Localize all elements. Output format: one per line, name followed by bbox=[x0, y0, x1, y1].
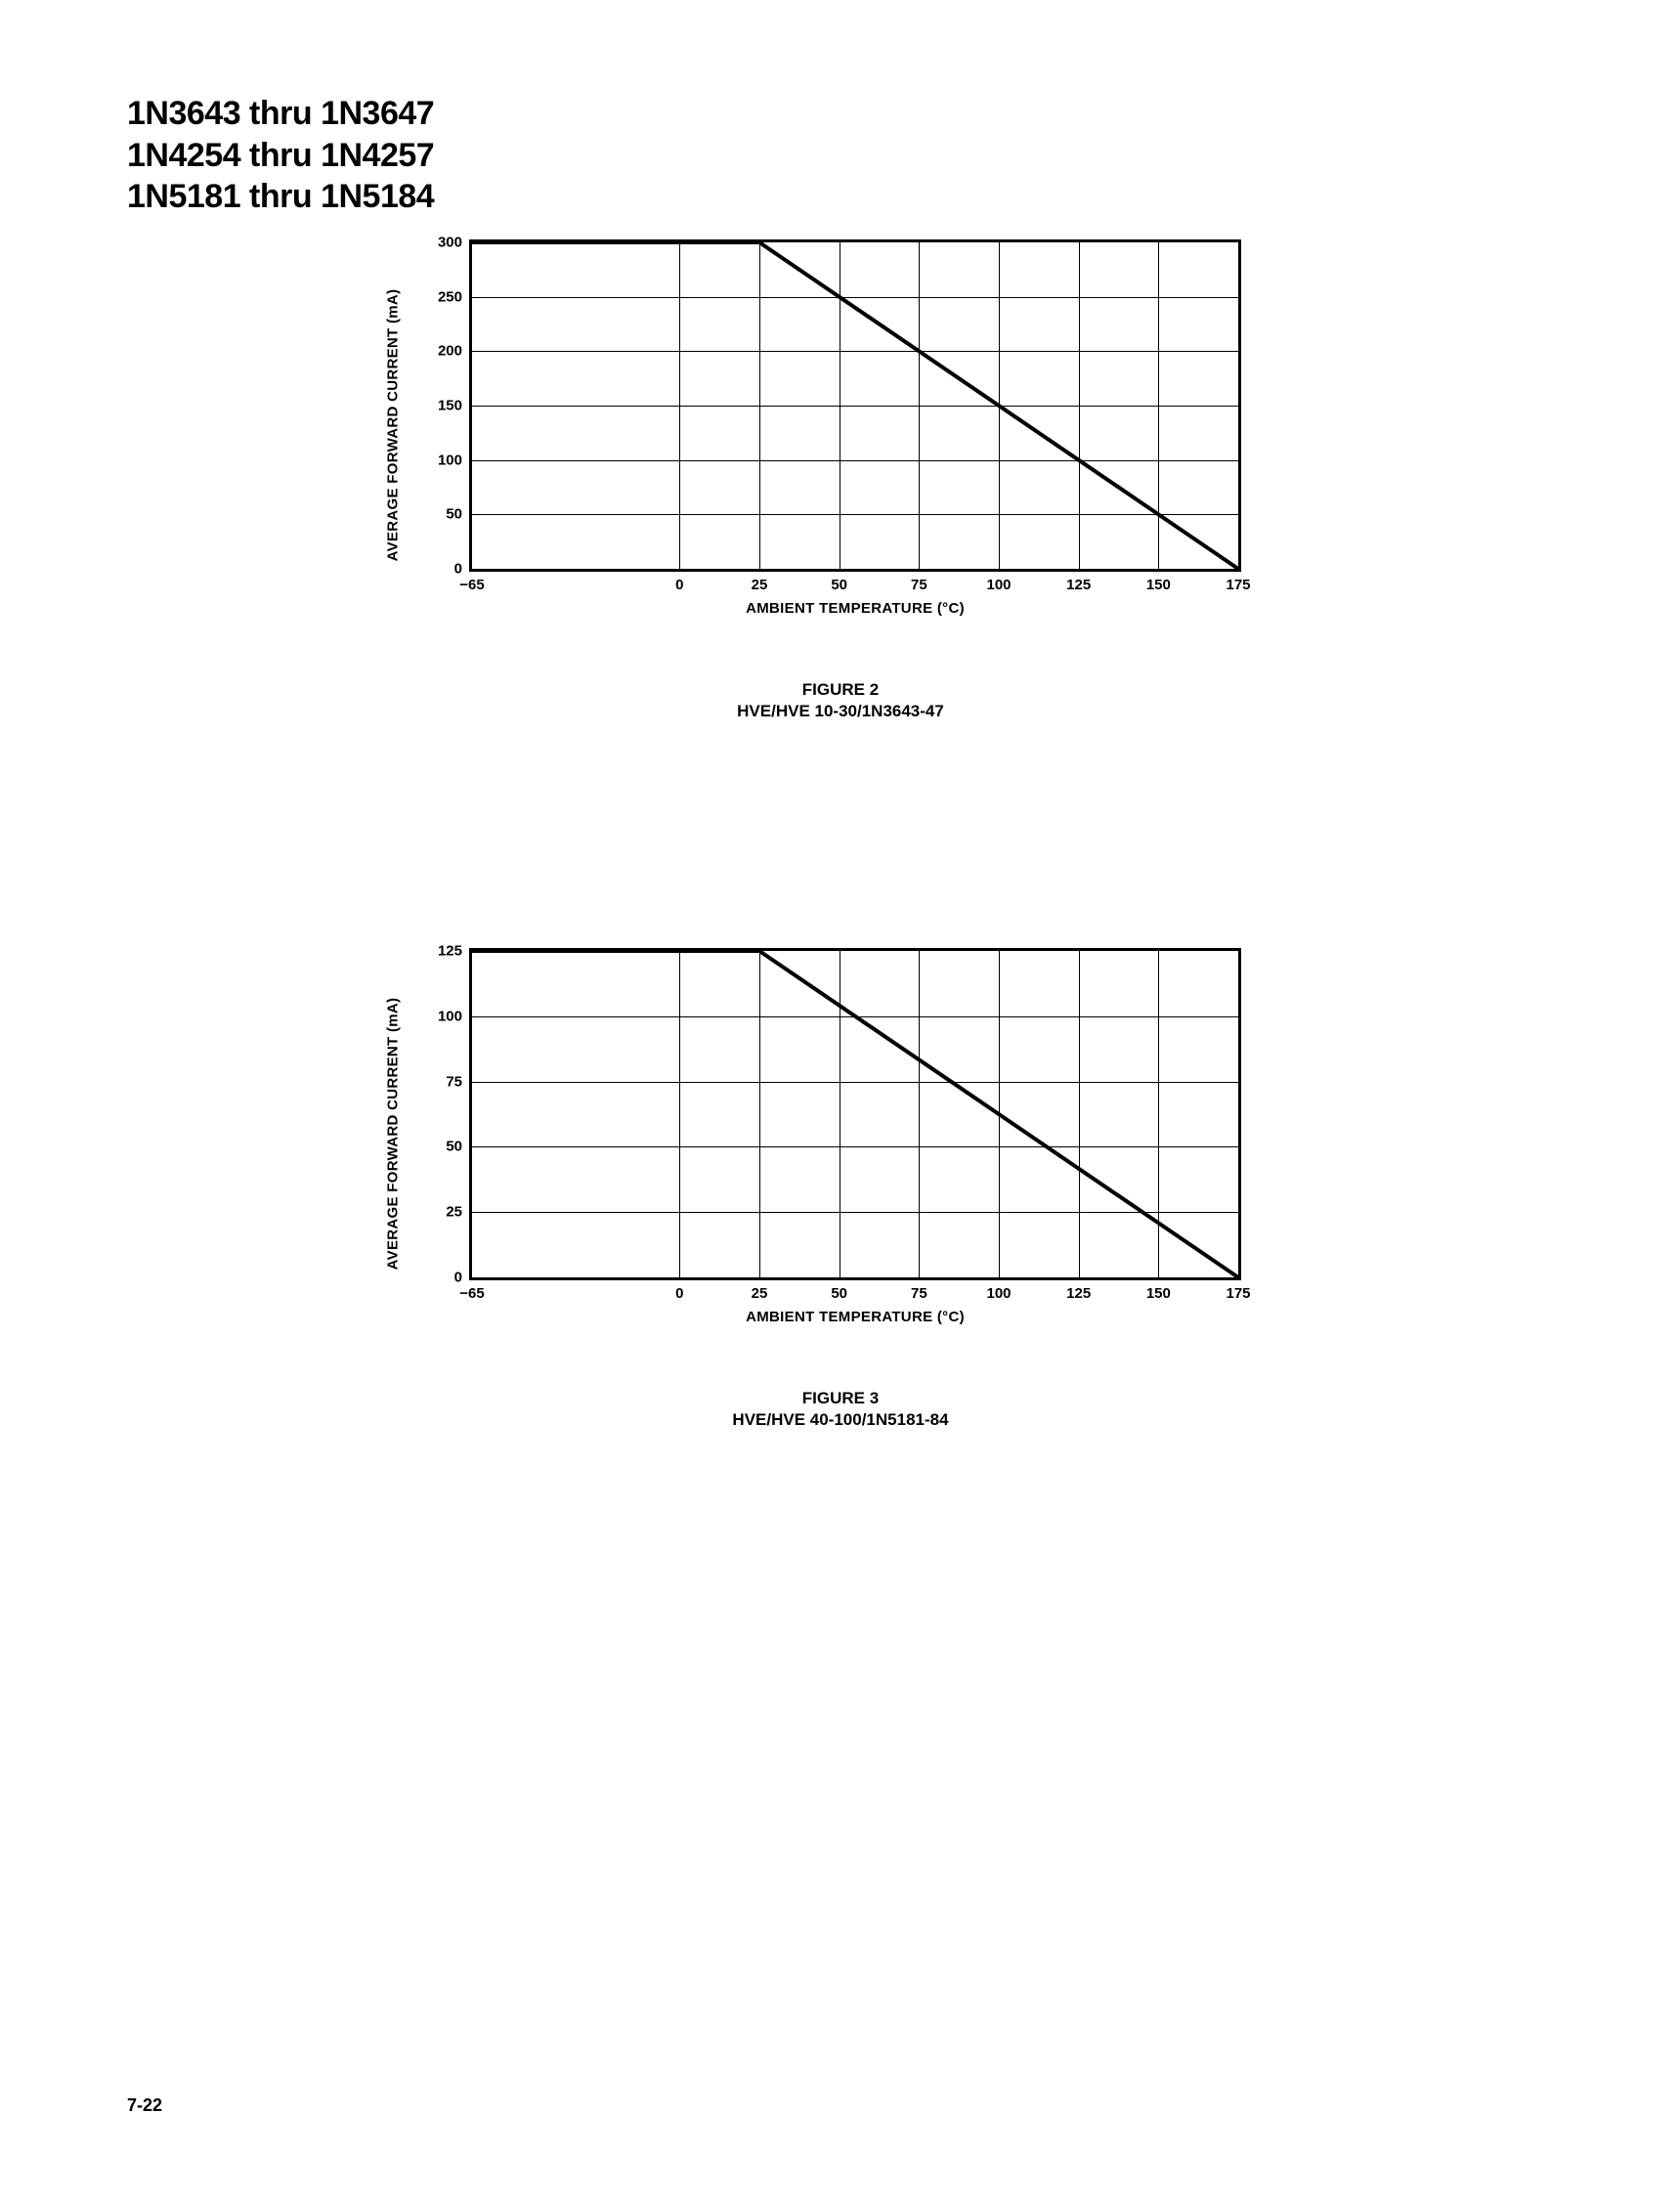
ytick-label: 150 bbox=[438, 398, 462, 414]
chart-1-xlabel: AMBIENT TEMPERATURE (°C) bbox=[746, 600, 965, 617]
grid-line bbox=[472, 514, 1238, 515]
data-line bbox=[472, 240, 759, 244]
ytick-label: 200 bbox=[438, 343, 462, 360]
ytick-label: 25 bbox=[446, 1204, 462, 1221]
ytick-label: 300 bbox=[438, 235, 462, 251]
ytick-label: 50 bbox=[446, 1139, 462, 1155]
grid-line bbox=[1079, 951, 1080, 1277]
ytick-label: 125 bbox=[438, 943, 462, 960]
chart-1-caption-line2: HVE/HVE 10-30/1N3643-47 bbox=[410, 701, 1271, 722]
xtick-label: 100 bbox=[986, 1285, 1011, 1302]
chart-2-wrap: AVERAGE FORWARD CURRENT (mA) AMBIENT TEM… bbox=[410, 948, 1271, 1319]
grid-line bbox=[679, 951, 680, 1277]
chart-1-ylabel: AVERAGE FORWARD CURRENT (mA) bbox=[385, 289, 402, 562]
grid-line bbox=[472, 297, 1238, 298]
xtick-label: 0 bbox=[675, 1285, 683, 1302]
grid-line bbox=[472, 406, 1238, 407]
xtick-label: 175 bbox=[1226, 577, 1250, 593]
ytick-label: 0 bbox=[454, 1270, 462, 1286]
chart-2-plot: AMBIENT TEMPERATURE (°C) −65025507510012… bbox=[469, 948, 1241, 1280]
chart-1-caption: FIGURE 2 HVE/HVE 10-30/1N3643-47 bbox=[410, 679, 1271, 722]
xtick-label: −65 bbox=[459, 577, 484, 593]
grid-line bbox=[472, 460, 1238, 461]
chart-2-ylabel: AVERAGE FORWARD CURRENT (mA) bbox=[385, 998, 402, 1271]
grid-line bbox=[472, 1212, 1238, 1213]
xtick-label: 125 bbox=[1066, 1285, 1091, 1302]
grid-line bbox=[1158, 951, 1159, 1277]
xtick-label: 175 bbox=[1226, 1285, 1250, 1302]
xtick-label: 125 bbox=[1066, 577, 1091, 593]
header-line-3: 1N5181 thru 1N5184 bbox=[127, 176, 434, 218]
xtick-label: 100 bbox=[986, 577, 1011, 593]
chart-1-plot: AMBIENT TEMPERATURE (°C) −65025507510012… bbox=[469, 239, 1241, 572]
chart-2-caption-line2: HVE/HVE 40-100/1N5181-84 bbox=[410, 1409, 1271, 1431]
chart-2-caption-line1: FIGURE 3 bbox=[410, 1388, 1271, 1409]
grid-line bbox=[472, 351, 1238, 352]
header-line-2: 1N4254 thru 1N4257 bbox=[127, 135, 434, 177]
xtick-label: 75 bbox=[911, 1285, 927, 1302]
xtick-label: 50 bbox=[831, 1285, 847, 1302]
xtick-label: 50 bbox=[831, 577, 847, 593]
data-line bbox=[472, 949, 759, 953]
page-number: 7-22 bbox=[127, 2095, 162, 2116]
ytick-label: 75 bbox=[446, 1073, 462, 1090]
xtick-label: 75 bbox=[911, 577, 927, 593]
xtick-label: 150 bbox=[1146, 577, 1171, 593]
chart-2-xlabel: AMBIENT TEMPERATURE (°C) bbox=[746, 1309, 965, 1325]
header-line-1: 1N3643 thru 1N3647 bbox=[127, 93, 434, 135]
chart-1-caption-line1: FIGURE 2 bbox=[410, 679, 1271, 701]
page-header: 1N3643 thru 1N3647 1N4254 thru 1N4257 1N… bbox=[127, 93, 434, 218]
ytick-label: 250 bbox=[438, 288, 462, 305]
ytick-label: 100 bbox=[438, 1008, 462, 1024]
grid-line bbox=[919, 951, 920, 1277]
xtick-label: −65 bbox=[459, 1285, 484, 1302]
grid-line bbox=[472, 1146, 1238, 1147]
figure-2: AVERAGE FORWARD CURRENT (mA) AMBIENT TEM… bbox=[410, 239, 1271, 722]
grid-line bbox=[759, 951, 760, 1277]
xtick-label: 25 bbox=[752, 1285, 768, 1302]
xtick-label: 150 bbox=[1146, 1285, 1171, 1302]
chart-1-wrap: AVERAGE FORWARD CURRENT (mA) AMBIENT TEM… bbox=[410, 239, 1271, 611]
ytick-label: 100 bbox=[438, 452, 462, 468]
grid-line bbox=[472, 1082, 1238, 1083]
xtick-label: 0 bbox=[675, 577, 683, 593]
figure-3: AVERAGE FORWARD CURRENT (mA) AMBIENT TEM… bbox=[410, 948, 1271, 1431]
chart-2-caption: FIGURE 3 HVE/HVE 40-100/1N5181-84 bbox=[410, 1388, 1271, 1431]
ytick-label: 50 bbox=[446, 506, 462, 523]
xtick-label: 25 bbox=[752, 577, 768, 593]
ytick-label: 0 bbox=[454, 561, 462, 578]
